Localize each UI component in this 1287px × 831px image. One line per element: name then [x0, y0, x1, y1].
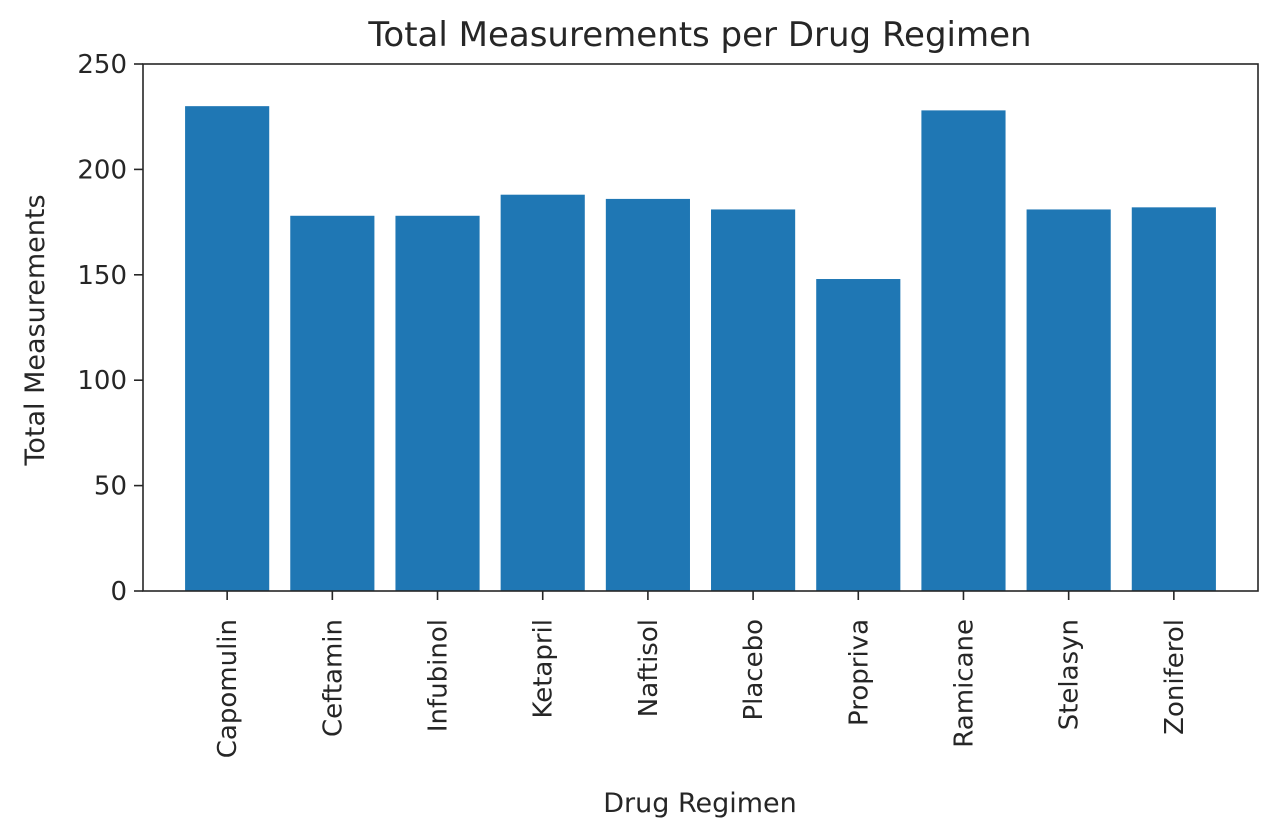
- x-tick-label-zoniferol: Zoniferol: [1160, 619, 1190, 735]
- bar-ketapril: [500, 194, 585, 591]
- y-tick-label: 250: [77, 50, 127, 80]
- x-tick-label-naftisol: Naftisol: [634, 619, 664, 717]
- bar-infubinol: [395, 215, 480, 591]
- y-axis-label: Total Measurements: [20, 194, 51, 466]
- y-tick-label: 150: [77, 261, 127, 291]
- x-tick-label-propriva: Propriva: [844, 619, 874, 726]
- bar-stelasyn: [1026, 209, 1111, 591]
- bar-capomulin: [185, 106, 270, 591]
- x-tick-label-ramicane: Ramicane: [949, 619, 979, 748]
- bar-ceftamin: [290, 215, 375, 591]
- x-tick-label-placebo: Placebo: [739, 619, 769, 721]
- x-axis-ticks: Capomulin Ceftamin Infubinol Ketapril Naftis…: [213, 591, 1190, 758]
- plot-area: 0 50 100 150 200 250 Capomulin Ceftamin Infubino…: [77, 50, 1259, 758]
- bar-propriva: [816, 279, 901, 591]
- axes-frame: [142, 63, 1259, 592]
- bar-placebo: [711, 209, 796, 591]
- y-tick-label: 0: [110, 577, 127, 607]
- x-tick-label-capomulin: Capomulin: [213, 619, 243, 758]
- y-axis-ticks: 0 50 100 150 200 250: [77, 50, 143, 607]
- bar-ramicane: [921, 110, 1006, 591]
- y-tick-label: 100: [77, 366, 127, 396]
- y-tick-label: 200: [77, 155, 127, 185]
- x-axis-label: Drug Regimen: [603, 788, 797, 819]
- chart-title: Total Measurements per Drug Regimen: [367, 15, 1031, 55]
- bar-naftisol: [605, 198, 690, 591]
- bar-zoniferol: [1131, 207, 1216, 591]
- x-tick-label-ketapril: Ketapril: [529, 619, 559, 719]
- y-tick-label: 50: [94, 472, 127, 502]
- x-tick-label-ceftamin: Ceftamin: [318, 619, 348, 737]
- x-tick-label-stelasyn: Stelasyn: [1055, 619, 1085, 730]
- x-tick-label-infubinol: Infubinol: [424, 619, 454, 732]
- bars: [185, 106, 1216, 591]
